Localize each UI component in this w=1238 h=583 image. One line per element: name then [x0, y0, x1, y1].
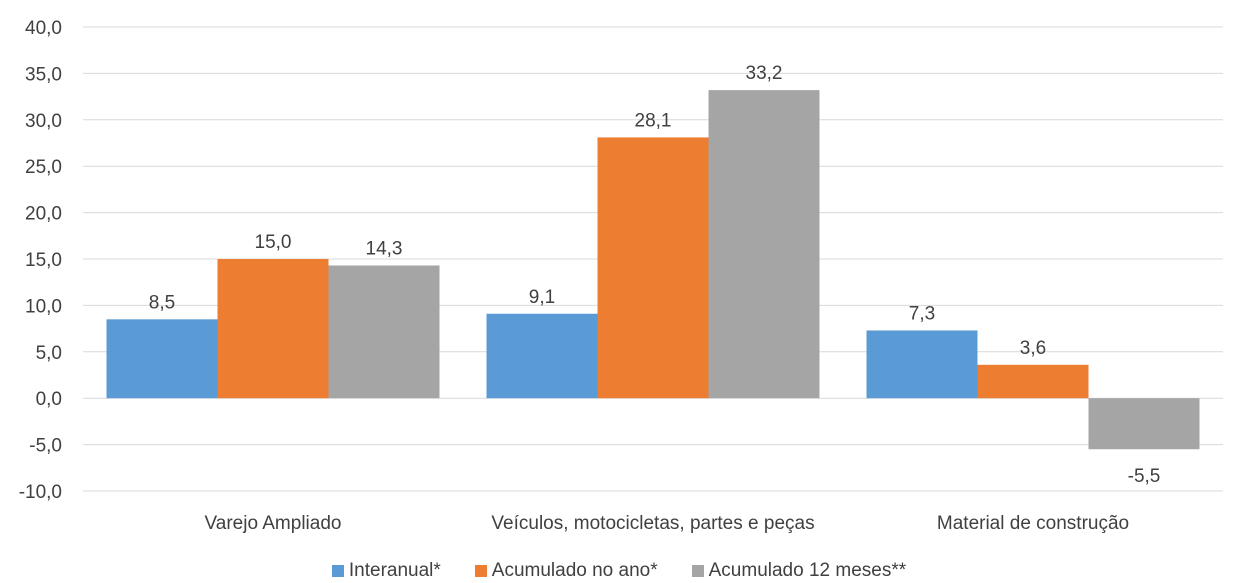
bar — [977, 364, 1089, 399]
legend-swatch — [691, 565, 704, 577]
x-axis: Varejo Ampliado Veículos, motocicletas, p… — [205, 513, 1130, 534]
y-tick-label: 5,0 — [36, 343, 62, 364]
bar — [1088, 398, 1200, 450]
data-label: -5,5 — [1128, 466, 1161, 487]
category-label: Material de construção — [937, 513, 1129, 534]
bars — [106, 90, 1200, 450]
legend-item: Acumulado 12 meses** — [691, 560, 907, 582]
bar-chart-plot: -10,0 -5,0 0,0 5,0 10,0 15,0 20,0 25,0 30,0 35,0 4… — [19, 18, 1223, 534]
data-label: 9,1 — [529, 287, 555, 308]
y-tick-label: -10,0 — [19, 482, 62, 503]
data-label: 3,6 — [1020, 338, 1046, 359]
legend-label: Acumulado 12 meses** — [708, 560, 907, 581]
data-label: 15,0 — [255, 232, 292, 253]
category-label: Veículos, motocicletas, partes e peças — [491, 513, 814, 534]
bar — [866, 330, 978, 399]
y-tick-label: 15,0 — [25, 250, 62, 271]
legend: Interanual* Acumulado no ano* Acumulado 12… — [0, 560, 1238, 582]
data-labels: 8,5 15,0 14,3 9,1 28,1 33,2 7,3 3,6 -5,5 — [149, 63, 1161, 487]
y-tick-label: 0,0 — [36, 389, 62, 410]
data-label: 14,3 — [366, 238, 403, 259]
data-label: 7,3 — [909, 303, 935, 324]
y-tick-label: 30,0 — [25, 111, 62, 132]
data-label: 28,1 — [635, 110, 672, 131]
y-tick-label: 20,0 — [25, 204, 62, 225]
bar — [328, 265, 440, 399]
legend-label: Acumulado no ano* — [491, 560, 658, 581]
legend-swatch — [474, 565, 487, 577]
y-tick-label: 40,0 — [25, 18, 62, 39]
y-tick-label: 25,0 — [25, 157, 62, 178]
bar — [597, 137, 709, 399]
legend-swatch — [331, 565, 344, 577]
bar — [708, 90, 820, 399]
category-label: Varejo Ampliado — [205, 513, 342, 534]
y-tick-label: 35,0 — [25, 64, 62, 85]
y-tick-label: 10,0 — [25, 296, 62, 317]
bar — [106, 319, 218, 399]
bar — [486, 313, 598, 399]
legend-item: Acumulado no ano* — [474, 560, 658, 582]
data-label: 8,5 — [149, 292, 175, 313]
y-axis: -10,0 -5,0 0,0 5,0 10,0 15,0 20,0 25,0 30,0 35,0 4… — [19, 18, 62, 503]
legend-item: Interanual* — [331, 560, 441, 582]
y-tick-label: -5,0 — [29, 436, 62, 457]
legend-label: Interanual* — [348, 560, 441, 581]
bar — [217, 259, 329, 399]
data-label: 33,2 — [746, 63, 783, 84]
